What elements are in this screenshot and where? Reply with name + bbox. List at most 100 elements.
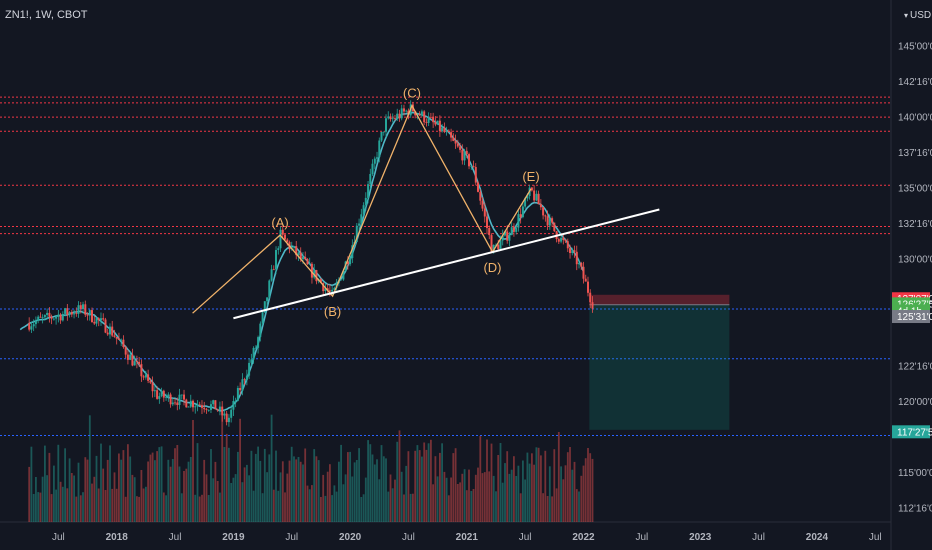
- time-tick-label: 2024: [806, 532, 829, 543]
- candle-body: [32, 324, 35, 327]
- candle: [389, 113, 392, 122]
- trendline[interactable]: [233, 208, 660, 320]
- volume-bar: [486, 439, 488, 522]
- wave-pattern[interactable]: (A) (B) (C) (D) (E): [192, 86, 540, 319]
- volume-bar: [358, 448, 360, 522]
- candle-body: [48, 312, 51, 317]
- candle: [151, 376, 154, 398]
- wave-label: (D): [483, 260, 501, 275]
- candle-body: [73, 313, 76, 315]
- volume-bar: [335, 491, 338, 522]
- volume-bar: [70, 473, 73, 522]
- candle: [587, 276, 589, 297]
- volume-bar: [35, 477, 37, 522]
- candle-body: [299, 252, 302, 260]
- short-position-box[interactable]: [589, 294, 730, 430]
- price-tag-background: [892, 310, 930, 324]
- price-tick-label: 132'16'0: [898, 219, 932, 230]
- time-tick-label: Jul: [869, 532, 882, 543]
- volume-bar: [109, 445, 111, 522]
- volume-bar: [324, 495, 327, 522]
- volume-bar: [50, 494, 53, 522]
- candle-body: [400, 108, 403, 119]
- candle: [468, 152, 470, 170]
- candle: [194, 403, 197, 414]
- candle-body: [227, 417, 230, 423]
- volume-bar: [573, 461, 576, 522]
- volume-bar: [396, 441, 399, 522]
- candle: [210, 400, 212, 413]
- candle: [369, 168, 372, 190]
- price-tag[interactable]: 125'31'0: [892, 310, 932, 324]
- price-tag[interactable]: 117'27'5: [892, 425, 932, 439]
- volume-bar: [178, 466, 181, 522]
- volume-bar: [461, 473, 464, 522]
- volume-bar: [369, 444, 372, 522]
- volume-bar: [470, 491, 473, 522]
- candle-body: [34, 320, 37, 325]
- candle-body: [169, 394, 172, 405]
- volume-bar: [145, 486, 147, 522]
- candle: [248, 358, 251, 379]
- symbol-title[interactable]: ZN1!, 1W, CBOT: [5, 9, 88, 21]
- candle-body: [250, 359, 253, 363]
- price-tick-label: 145'00'0: [898, 42, 932, 53]
- volume-bar: [465, 490, 468, 522]
- volume-bar: [373, 464, 376, 522]
- price-axis[interactable]: 145'00'0 142'16'0 140'00'0 137'16'0 135'00'0…: [892, 42, 932, 515]
- candle-body: [468, 154, 470, 167]
- stop-loss-zone[interactable]: [589, 294, 730, 305]
- volume-bar: [257, 446, 259, 522]
- volume-bar: [122, 450, 125, 522]
- trend-line[interactable]: [233, 208, 660, 320]
- candle-body: [147, 374, 150, 381]
- volume-bar: [488, 471, 491, 522]
- volume-bar: [522, 460, 524, 522]
- volume-bar: [127, 444, 129, 522]
- candle: [477, 180, 479, 193]
- volume-bar: [118, 453, 120, 522]
- currency-label[interactable]: ▾ USD: [904, 10, 931, 21]
- candle: [214, 400, 217, 410]
- volume-bar: [149, 454, 152, 522]
- take-profit-zone[interactable]: [589, 304, 730, 430]
- candle: [519, 208, 522, 224]
- candle-body: [279, 229, 282, 249]
- time-axis[interactable]: Jul 2018 Jul 2019 Jul 2020 Jul 2021 Jul 2022 Jul 20…: [52, 532, 882, 543]
- volume-bar: [311, 485, 313, 522]
- wave-path-line[interactable]: [192, 104, 532, 314]
- volume-bar: [194, 494, 197, 522]
- candle: [171, 397, 174, 407]
- volume-bar: [174, 448, 176, 522]
- candle: [167, 392, 170, 402]
- candle: [97, 317, 100, 327]
- volume-bar: [171, 459, 174, 522]
- candle: [28, 317, 31, 332]
- candle: [120, 338, 123, 347]
- volume-bar: [302, 464, 304, 522]
- volume-bar: [501, 482, 504, 522]
- volume-bar: [575, 489, 578, 522]
- volume-bars: [28, 414, 594, 522]
- volume-bar: [263, 448, 266, 522]
- time-tick-label: Jul: [169, 532, 182, 543]
- candle-body: [225, 413, 228, 423]
- volume-bar: [290, 446, 293, 522]
- candle: [86, 312, 89, 321]
- volume-bar: [499, 443, 502, 522]
- volume-bar: [272, 489, 275, 522]
- volume-bar: [176, 445, 179, 522]
- time-tick-label: Jul: [519, 532, 532, 543]
- price-tick-label: 112'16'0: [898, 504, 932, 515]
- candle-body: [486, 216, 488, 228]
- candle-body: [432, 117, 435, 123]
- candle: [295, 241, 298, 260]
- volume-bar: [477, 467, 479, 522]
- volume-bar: [308, 489, 311, 522]
- candle-body: [236, 388, 239, 401]
- volume-bar: [320, 497, 322, 522]
- volume-bar: [492, 475, 495, 522]
- candle: [371, 159, 374, 176]
- volume-bar: [180, 493, 183, 522]
